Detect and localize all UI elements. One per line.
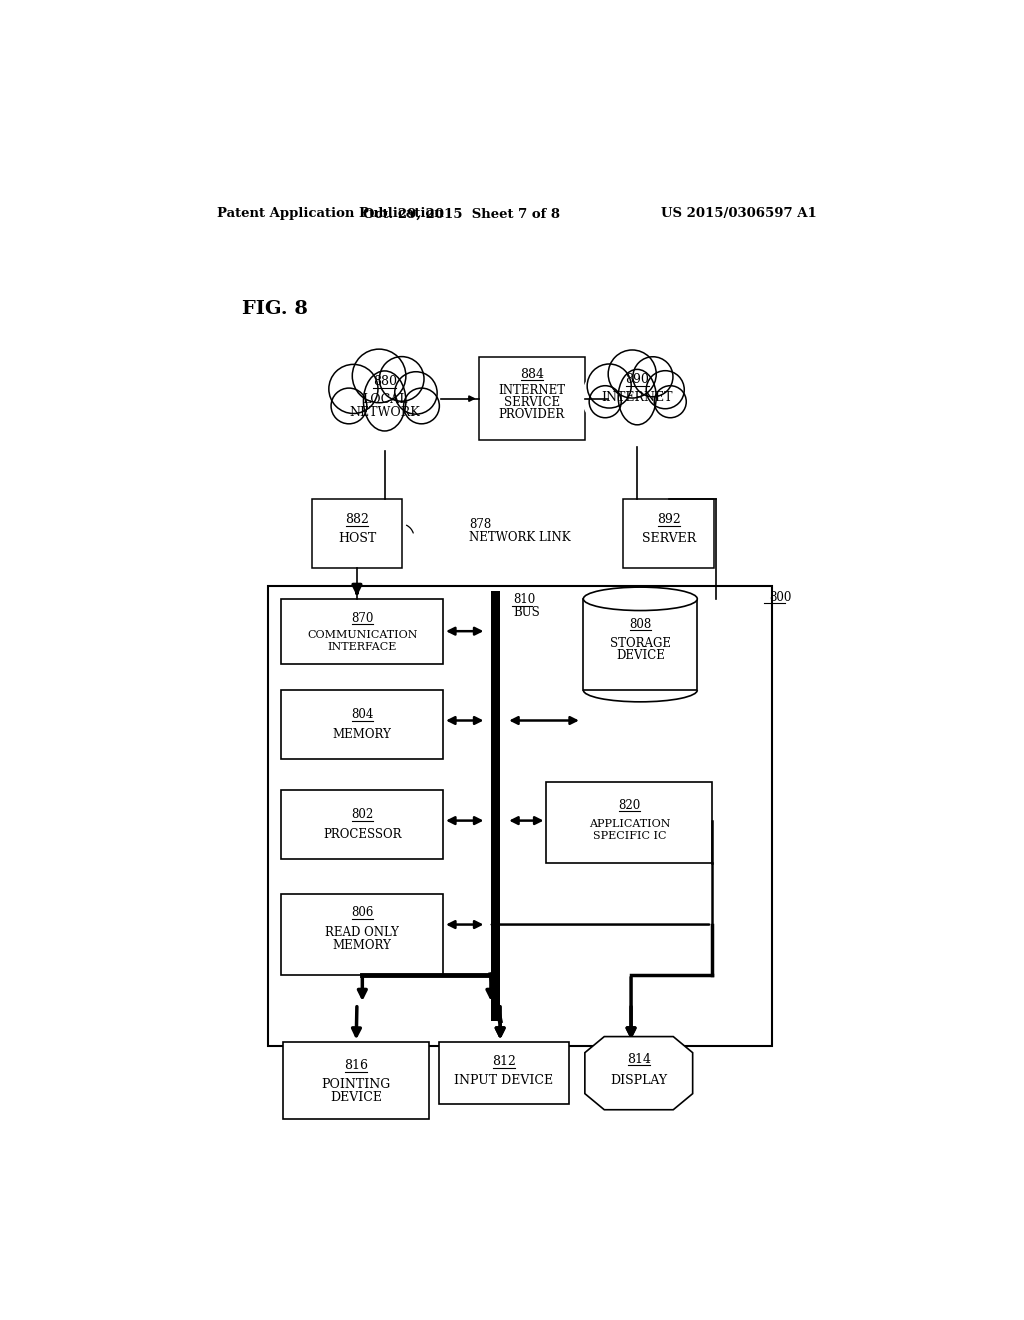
Bar [283,1043,429,1119]
Bar [584,599,697,690]
Circle shape [394,372,437,414]
Text: INTERNET: INTERNET [498,384,565,397]
Text: 890: 890 [626,372,649,385]
Circle shape [329,364,378,413]
Bar [547,781,712,863]
Text: COMMUNICATION: COMMUNICATION [307,630,418,640]
Text: 892: 892 [657,513,681,527]
Text: 814: 814 [627,1053,651,1065]
Ellipse shape [618,370,656,425]
Circle shape [589,385,622,417]
Circle shape [608,350,656,399]
Text: SERVER: SERVER [642,532,696,545]
Ellipse shape [584,587,697,611]
Bar [282,894,443,974]
Bar [490,591,500,1020]
Text: 880: 880 [373,375,396,388]
Text: 816: 816 [344,1059,369,1072]
Bar [282,599,443,664]
Circle shape [403,388,439,424]
Text: APPLICATION: APPLICATION [589,818,671,829]
Text: 878: 878 [469,517,492,531]
Text: Patent Application Publication: Patent Application Publication [217,207,443,220]
Bar [282,789,443,859]
Text: NETWORK LINK: NETWORK LINK [469,531,571,544]
Ellipse shape [364,371,406,430]
Text: HOST: HOST [338,532,376,545]
Text: Oct. 29, 2015  Sheet 7 of 8: Oct. 29, 2015 Sheet 7 of 8 [364,207,560,220]
Text: 882: 882 [345,513,369,527]
Circle shape [646,371,684,409]
Text: MEMORY: MEMORY [333,939,392,952]
Text: DEVICE: DEVICE [615,649,665,663]
Text: READ ONLY: READ ONLY [326,925,399,939]
Polygon shape [585,1036,692,1110]
Text: PROCESSOR: PROCESSOR [324,828,401,841]
Text: 800: 800 [769,591,792,603]
Circle shape [352,348,406,403]
Text: 884: 884 [520,367,544,380]
Text: 820: 820 [618,799,641,812]
Text: 812: 812 [493,1055,516,1068]
Circle shape [654,385,686,417]
Text: STORAGE: STORAGE [610,638,671,649]
Text: 808: 808 [629,618,651,631]
Circle shape [587,364,631,408]
Circle shape [633,356,673,397]
Text: 810: 810 [513,593,536,606]
Text: 802: 802 [351,808,374,821]
Ellipse shape [324,359,446,444]
Text: PROVIDER: PROVIDER [499,408,565,421]
Text: LOCAL: LOCAL [361,393,408,407]
Text: US 2015/0306597 A1: US 2015/0306597 A1 [660,207,817,220]
Bar [624,499,714,568]
Text: INPUT DEVICE: INPUT DEVICE [455,1074,554,1088]
Bar [478,358,585,441]
Text: NETWORK: NETWORK [349,407,420,418]
Bar [282,689,443,759]
Text: SPECIFIC IC: SPECIFIC IC [593,832,667,841]
Circle shape [379,356,424,401]
Text: 870: 870 [351,611,374,624]
Text: DISPLAY: DISPLAY [610,1074,668,1088]
Text: FIG. 8: FIG. 8 [243,300,308,318]
Text: DEVICE: DEVICE [330,1092,382,1105]
Text: SERVICE: SERVICE [504,396,560,409]
Bar [438,1043,569,1104]
Text: MEMORY: MEMORY [333,727,392,741]
Text: POINTING: POINTING [322,1078,391,1092]
Text: BUS: BUS [513,606,540,619]
Text: INTERNET: INTERNET [601,391,673,404]
Text: 804: 804 [351,708,374,721]
Circle shape [331,388,367,424]
Text: 806: 806 [351,907,374,920]
Bar [267,586,772,1047]
Text: INTERFACE: INTERFACE [328,642,397,652]
Ellipse shape [583,358,692,437]
Bar [311,499,402,568]
